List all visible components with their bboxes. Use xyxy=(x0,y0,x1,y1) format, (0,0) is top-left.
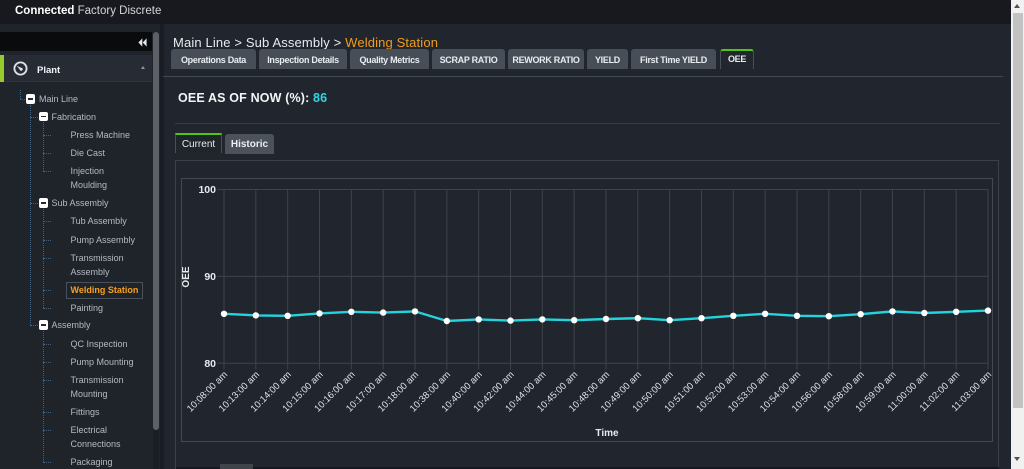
svg-text:90: 90 xyxy=(204,271,216,283)
svg-text:OEE: OEE xyxy=(181,266,192,287)
svg-text:Time: Time xyxy=(595,428,619,439)
svg-text:100: 100 xyxy=(198,184,216,196)
svg-text:80: 80 xyxy=(204,358,216,370)
